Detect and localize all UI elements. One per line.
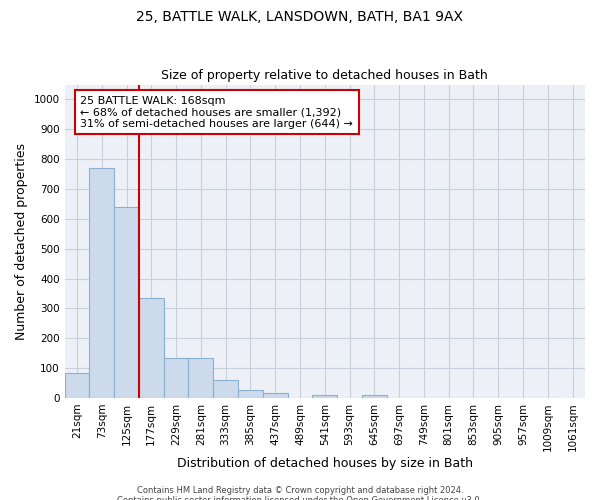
X-axis label: Distribution of detached houses by size in Bath: Distribution of detached houses by size …: [177, 457, 473, 470]
Title: Size of property relative to detached houses in Bath: Size of property relative to detached ho…: [161, 69, 488, 82]
Text: 25, BATTLE WALK, LANSDOWN, BATH, BA1 9AX: 25, BATTLE WALK, LANSDOWN, BATH, BA1 9AX: [137, 10, 464, 24]
Bar: [238, 390, 263, 398]
Text: Contains public sector information licensed under the Open Government Licence v3: Contains public sector information licen…: [118, 496, 482, 500]
Bar: [313, 395, 337, 398]
Bar: [213, 380, 238, 398]
Bar: [89, 168, 114, 398]
Bar: [362, 395, 387, 398]
Bar: [139, 298, 164, 398]
Bar: [263, 392, 287, 398]
Bar: [164, 358, 188, 398]
Text: Contains HM Land Registry data © Crown copyright and database right 2024.: Contains HM Land Registry data © Crown c…: [137, 486, 463, 495]
Bar: [65, 372, 89, 398]
Bar: [114, 207, 139, 398]
Text: 25 BATTLE WALK: 168sqm
← 68% of detached houses are smaller (1,392)
31% of semi-: 25 BATTLE WALK: 168sqm ← 68% of detached…: [80, 96, 353, 128]
Bar: [188, 358, 213, 398]
Y-axis label: Number of detached properties: Number of detached properties: [15, 143, 28, 340]
